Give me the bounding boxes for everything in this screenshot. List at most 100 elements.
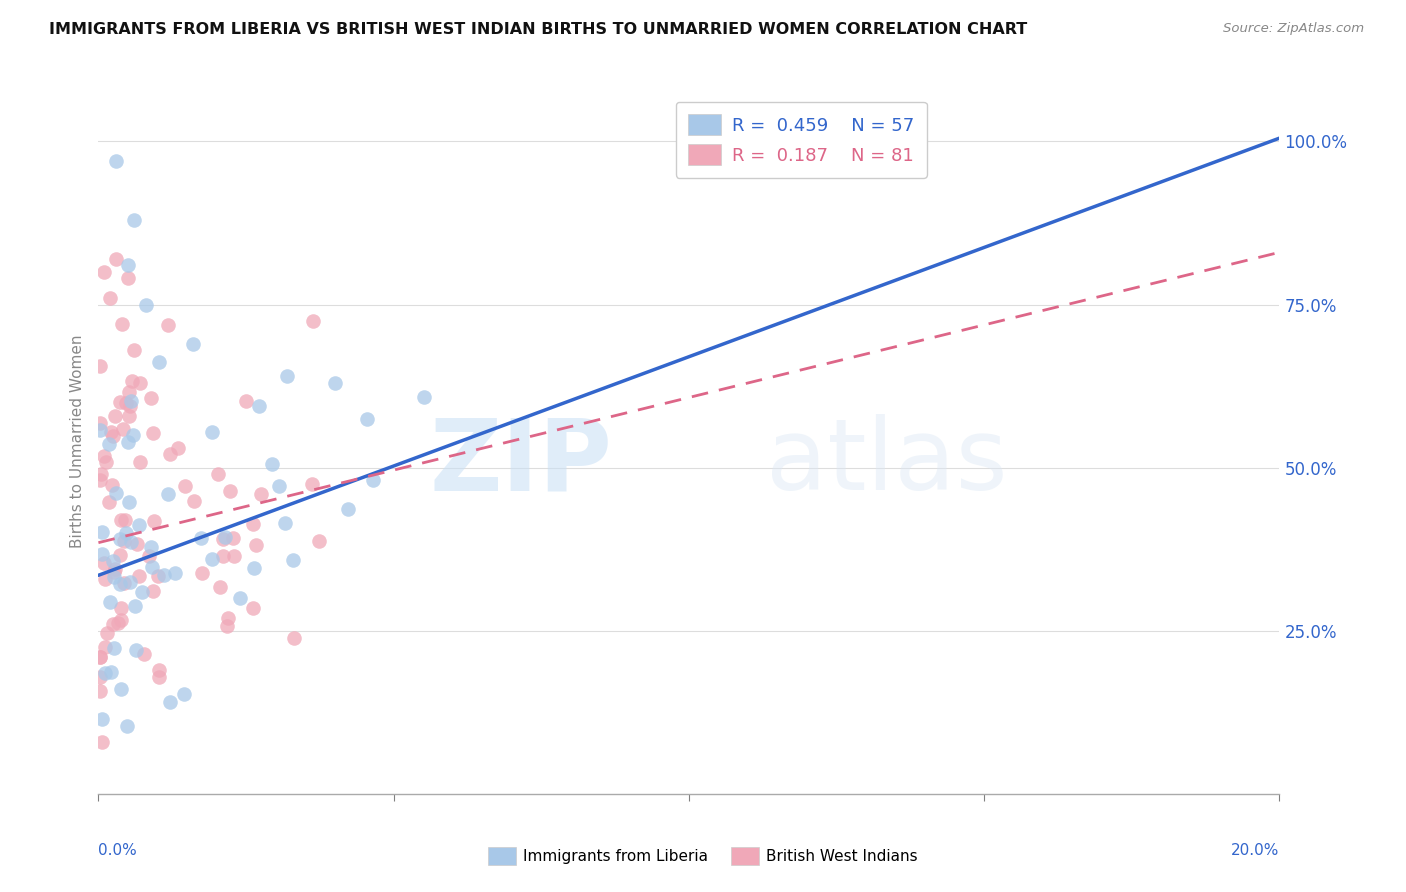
Point: [104, 409, 127, 423]
Point: [361, 473, 384, 487]
Point: [100, 425, 122, 440]
Point: [89, 416, 111, 430]
Text: Source: ZipAtlas.com: Source: ZipAtlas.com: [1223, 22, 1364, 36]
Point: [110, 601, 132, 615]
Point: [97, 494, 120, 508]
Point: [224, 549, 246, 564]
Point: [110, 532, 132, 546]
Point: [120, 534, 142, 549]
Point: [245, 538, 267, 552]
Point: [112, 422, 135, 436]
Point: [218, 484, 240, 499]
Point: [128, 518, 150, 533]
Point: [110, 613, 132, 627]
Point: [101, 478, 124, 492]
Point: [117, 435, 139, 450]
Point: [118, 385, 141, 400]
Point: [105, 252, 128, 266]
Point: [129, 455, 152, 469]
Point: [114, 513, 136, 527]
Point: [93, 640, 115, 654]
Point: [276, 368, 298, 383]
Point: [131, 584, 153, 599]
Point: [243, 561, 266, 575]
Point: [93, 449, 115, 463]
Point: [115, 719, 138, 733]
Point: [249, 487, 271, 501]
Point: [148, 663, 170, 677]
Point: [103, 565, 125, 579]
Point: [118, 409, 141, 423]
Point: [143, 514, 166, 528]
Point: [148, 569, 170, 583]
Point: [128, 569, 150, 583]
Point: [142, 425, 165, 440]
Point: [91, 547, 114, 561]
Point: [165, 566, 187, 580]
Point: [242, 600, 264, 615]
Point: [262, 458, 284, 472]
Point: [336, 501, 359, 516]
Point: [110, 513, 132, 527]
Point: [111, 317, 134, 331]
Point: [107, 615, 129, 630]
Point: [89, 649, 111, 664]
Point: [89, 670, 111, 684]
Point: [148, 355, 170, 369]
Point: [89, 473, 111, 487]
Text: ZIP: ZIP: [429, 414, 612, 511]
Point: [157, 318, 180, 332]
Point: [139, 540, 162, 554]
Point: [134, 647, 156, 661]
Point: [190, 532, 212, 546]
Point: [201, 425, 224, 439]
Point: [90, 467, 112, 481]
Point: [141, 391, 163, 405]
Point: [125, 643, 148, 657]
Point: [101, 429, 124, 443]
Point: [93, 265, 115, 279]
Point: [122, 428, 145, 442]
Point: [138, 549, 160, 563]
Point: [211, 533, 233, 547]
Point: [108, 576, 131, 591]
Point: [156, 487, 179, 501]
Point: [235, 394, 257, 409]
Point: [94, 665, 117, 680]
Point: [214, 530, 236, 544]
Point: [100, 665, 122, 679]
Point: [89, 649, 111, 664]
Point: [308, 533, 330, 548]
Point: [110, 681, 132, 696]
Point: [105, 486, 128, 500]
Point: [173, 687, 195, 701]
Point: [103, 570, 125, 584]
Point: [283, 553, 305, 567]
Point: [93, 556, 115, 570]
Point: [103, 554, 125, 568]
Point: [91, 712, 114, 726]
Point: [101, 616, 124, 631]
Point: [166, 442, 188, 456]
Point: [323, 376, 346, 390]
Point: [247, 399, 270, 413]
Point: [91, 734, 114, 748]
Point: [142, 583, 165, 598]
Point: [356, 412, 378, 426]
Point: [117, 259, 139, 273]
Point: [208, 580, 231, 594]
Point: [112, 534, 135, 549]
Point: [98, 595, 121, 609]
Point: [135, 297, 157, 311]
Point: [159, 447, 181, 461]
Point: [120, 394, 142, 409]
Point: [207, 467, 229, 481]
Point: [217, 611, 239, 625]
Point: [301, 476, 323, 491]
Point: [128, 376, 150, 390]
Text: atlas: atlas: [766, 414, 1007, 511]
Point: [104, 561, 127, 575]
Point: [98, 291, 121, 305]
Point: [159, 695, 181, 709]
Point: [114, 525, 136, 540]
